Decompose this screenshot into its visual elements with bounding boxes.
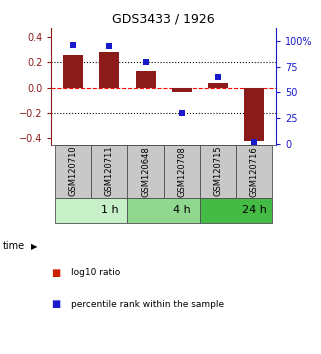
Point [252, 139, 257, 144]
Bar [200, 198, 273, 223]
Text: GSM120716: GSM120716 [250, 146, 259, 196]
Point [215, 74, 221, 80]
Point [71, 42, 76, 48]
Text: 24 h: 24 h [242, 205, 267, 215]
Text: 4 h: 4 h [173, 205, 191, 215]
Bar [100, 52, 119, 88]
Text: ■: ■ [51, 268, 61, 278]
Text: GSM120711: GSM120711 [105, 146, 114, 196]
Point [143, 59, 148, 64]
Bar [55, 198, 127, 223]
Text: GSM120715: GSM120715 [213, 146, 222, 196]
Text: ▶: ▶ [30, 241, 37, 251]
Text: GSM120710: GSM120710 [69, 146, 78, 196]
Bar [208, 83, 228, 88]
Point [107, 44, 112, 49]
Bar [127, 145, 164, 198]
Text: GSM120708: GSM120708 [177, 146, 186, 196]
Bar [164, 145, 200, 198]
Bar [200, 145, 236, 198]
Bar [135, 72, 156, 88]
Bar [244, 88, 264, 141]
Point [179, 110, 184, 116]
Text: log10 ratio: log10 ratio [71, 268, 120, 277]
Text: 1 h: 1 h [100, 205, 118, 215]
Bar [55, 145, 91, 198]
Bar [172, 88, 192, 92]
Text: ■: ■ [51, 299, 61, 309]
Text: percentile rank within the sample: percentile rank within the sample [71, 300, 224, 309]
Title: GDS3433 / 1926: GDS3433 / 1926 [112, 13, 215, 26]
Bar [63, 55, 83, 88]
Text: time: time [3, 241, 25, 251]
Bar [127, 198, 200, 223]
Bar [236, 145, 273, 198]
Bar [91, 145, 127, 198]
Text: GSM120648: GSM120648 [141, 146, 150, 196]
